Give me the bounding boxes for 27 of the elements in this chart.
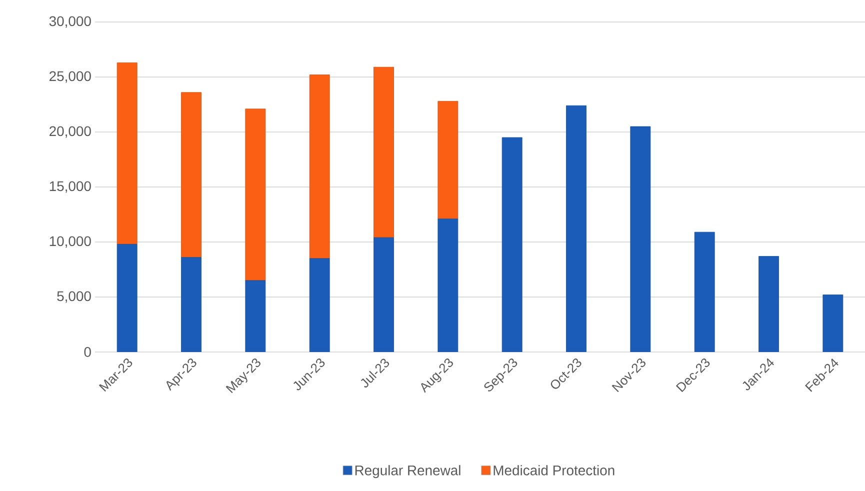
y-tick-label: 25,000 [50, 71, 91, 83]
bar [566, 105, 586, 352]
y-tick-label: 10,000 [50, 236, 91, 248]
bar [181, 92, 202, 258]
bar [309, 74, 330, 259]
bar [245, 280, 266, 352]
y-tick-label: 5,000 [57, 291, 91, 303]
bar [438, 218, 458, 352]
bar [116, 244, 138, 352]
bar [758, 256, 779, 352]
bar [822, 294, 844, 352]
legend-label: Regular Renewal [355, 465, 460, 478]
bar [438, 101, 458, 220]
bar [374, 66, 394, 238]
bar [630, 126, 651, 352]
bar [309, 258, 330, 352]
bar [116, 62, 138, 244]
bar [181, 257, 202, 352]
bar [374, 237, 394, 352]
y-tick-label: 0 [84, 347, 91, 357]
y-tick-label: 30,000 [49, 16, 91, 28]
bar [502, 137, 522, 352]
legend-label: Medicaid Protection [494, 465, 614, 476]
y-tick-label: 20,000 [50, 126, 91, 138]
bar [694, 232, 715, 352]
bar [245, 108, 266, 281]
y-tick-label: 15,000 [50, 181, 91, 193]
